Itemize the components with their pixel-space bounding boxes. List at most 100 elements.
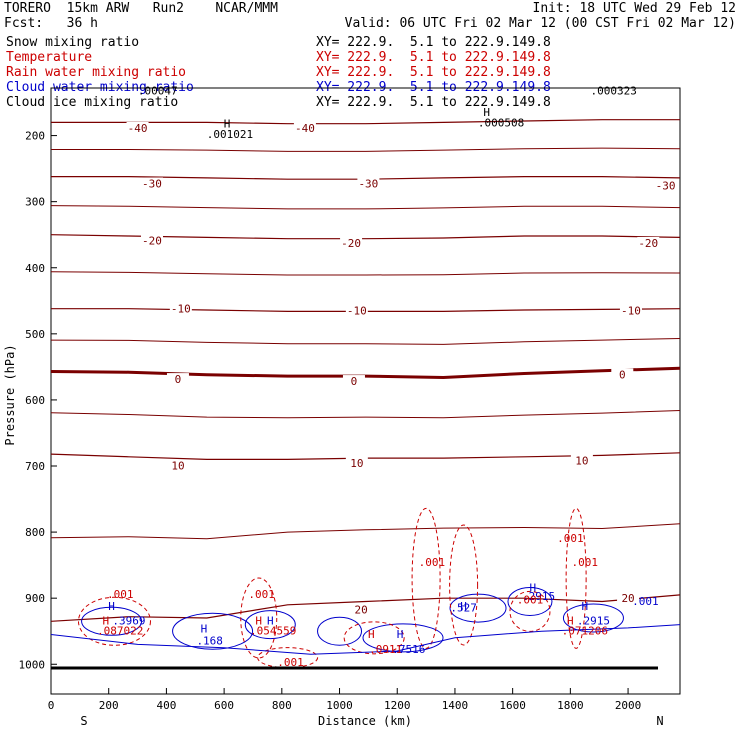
- mixing-ratio-contour: [172, 612, 254, 650]
- legend-label-temperature: Temperature: [6, 50, 93, 65]
- y-axis-ticks: 200 300 400 500 600 700 800 900 1000: [19, 130, 57, 671]
- contour-label: -20: [638, 237, 658, 250]
- y-axis-label: Pressure (hPa): [3, 344, 17, 445]
- contour-label-bg: [637, 236, 660, 249]
- contour-label-bg: [357, 177, 380, 190]
- mixing-ratio-contour: [257, 647, 319, 669]
- plot-annotation: H: [368, 628, 375, 641]
- plot-annotation: .001: [572, 556, 599, 569]
- plot-annotation: H: [567, 615, 574, 628]
- contour-label: -10: [347, 304, 367, 317]
- mixing-ratio-contour: [317, 616, 363, 646]
- mixing-ratio-contour: [244, 610, 296, 640]
- temperature-contour-minor: [50, 205, 681, 210]
- contour-label: 0: [175, 373, 182, 386]
- plot-annotation: .001: [419, 556, 446, 569]
- contour-label: 10: [575, 454, 588, 467]
- plot-annotation: .000323: [590, 85, 636, 98]
- legend-label-rain: Rain water mixing ratio: [6, 65, 187, 80]
- plot-annotation: .00047: [138, 85, 178, 98]
- x-tick-label: 1800: [557, 699, 584, 712]
- plot-annotation: .001: [632, 595, 659, 608]
- plot-annotation: .001: [248, 588, 275, 601]
- plot-annotation: H: [103, 615, 110, 628]
- mixing-ratio-contour: [362, 623, 444, 653]
- plot-annotation: H: [224, 118, 231, 131]
- cloud-water-outline: [50, 624, 681, 655]
- contour-label: -30: [358, 177, 378, 190]
- init-time: Init: 18 UTC Wed 29 Feb 12: [532, 1, 737, 16]
- plot-annotation: .168: [196, 634, 223, 647]
- mixing-ratio-contour: [509, 590, 551, 632]
- mixing-ratio-contour: [411, 507, 441, 649]
- y-tick-label: 200: [25, 130, 45, 143]
- contour-label-bg: [166, 459, 189, 472]
- contour-label-bg: [126, 121, 149, 134]
- legend-label-snow: Snow mixing ratio: [6, 35, 140, 50]
- y-tick-label: 300: [25, 196, 45, 209]
- contour-label: 20: [355, 604, 368, 617]
- cloud-contours: [50, 507, 681, 669]
- contour-label-bg: [166, 373, 189, 386]
- contour-label-bg: [293, 121, 316, 134]
- annotations: H.001021H.000508.000323.00047.001.001.00…: [97, 85, 659, 670]
- contour-label-bg: [617, 591, 640, 604]
- end-label-south: S: [80, 714, 87, 728]
- temperature-contour-minor: [50, 271, 681, 276]
- y-tick-label: 400: [25, 262, 45, 275]
- x-tick-label: 800: [272, 699, 292, 712]
- y-tick-label: 600: [25, 394, 45, 407]
- plot-annotation: .527: [450, 601, 477, 614]
- contour-label: -40: [128, 122, 148, 135]
- contour-label: -10: [171, 302, 191, 315]
- x-tick-label: 0: [48, 699, 55, 712]
- plot-frame: [50, 87, 681, 695]
- contour-label-bg: [654, 179, 677, 192]
- contour-label: -10: [621, 304, 641, 317]
- contour-label-bg: [619, 304, 642, 317]
- temperature-contours: -40 -40 -30 -30 -30 -20 -20 -20 -10 -10 -10 0 0 0 10 10…: [50, 119, 681, 622]
- mixing-ratio-contour: [562, 603, 624, 633]
- plot-annotation: .0911: [369, 643, 402, 656]
- temperature-contour-line: [50, 366, 681, 380]
- contour-label: -20: [142, 234, 162, 247]
- plot-annotation: .2915: [577, 615, 610, 628]
- plot-annotation: .000508: [478, 116, 524, 129]
- plot-annotation: H: [483, 106, 490, 119]
- contour-label-bg: [140, 177, 163, 190]
- temperature-contour-minor: [51, 147, 681, 152]
- mixing-ratio-contour: [449, 593, 507, 623]
- x-tick-label: 1000: [326, 699, 353, 712]
- mixing-ratio-contour: [81, 606, 143, 636]
- contour-label-bg: [345, 304, 368, 317]
- contour-label-bg: [169, 302, 192, 315]
- plot-annotation: .054559: [250, 625, 296, 638]
- x-tick-label: 1400: [442, 699, 469, 712]
- contour-label: 0: [351, 375, 358, 388]
- x-tick-label: 2000: [615, 699, 642, 712]
- x-tick-label: 600: [214, 699, 234, 712]
- contour-label-bg: [345, 457, 368, 470]
- plot-annotation: H: [397, 628, 404, 641]
- mixing-ratio-contour: [240, 577, 278, 659]
- contour-label: -20: [341, 237, 361, 250]
- y-tick-label: 1000: [19, 658, 46, 671]
- plot-annotation: H: [201, 623, 208, 636]
- plot-annotation: .071206: [562, 625, 608, 638]
- plot-annotation: .2915: [522, 590, 555, 603]
- plot-annotation: .3969: [112, 615, 145, 628]
- plot-annotation: H: [460, 600, 467, 613]
- end-label-north: N: [656, 714, 663, 728]
- x-tick-label: 1200: [384, 699, 411, 712]
- temperature-contour-minor: [50, 523, 681, 540]
- contour-label: 10: [171, 460, 184, 473]
- legend-xy-rain: XY= 222.9. 5.1 to 222.9.149.8: [316, 65, 551, 80]
- mixing-ratio-contour: [565, 507, 587, 649]
- legend-xy-snow: XY= 222.9. 5.1 to 222.9.149.8: [316, 35, 551, 50]
- x-axis-ticks: 0 200 400 600 800 1000 1200 1400 1600 1800 2000: [48, 688, 642, 712]
- legend-label-cloud-ice: Cloud ice mixing ratio: [6, 95, 179, 110]
- y-tick-label: 800: [25, 526, 45, 539]
- valid-time: Valid: 06 UTC Fri 02 Mar 12 (00 CST Fri …: [344, 16, 736, 31]
- contour-label: -30: [142, 177, 162, 190]
